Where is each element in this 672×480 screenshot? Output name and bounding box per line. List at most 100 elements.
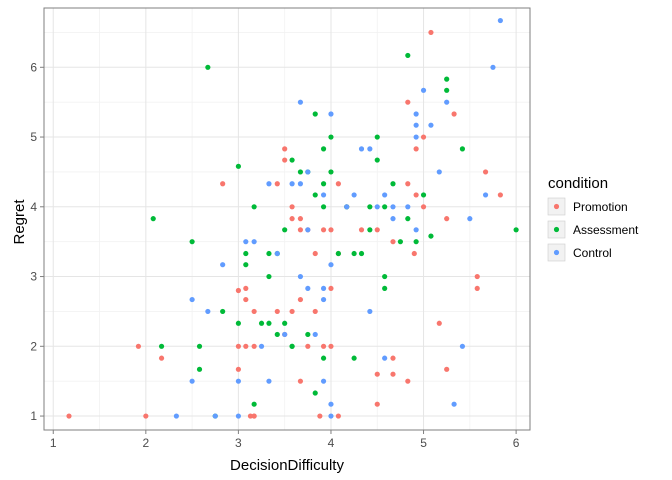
- point-promotion: [66, 413, 72, 419]
- point-promotion: [444, 366, 450, 372]
- point-assessment: [274, 331, 280, 338]
- point-control: [497, 17, 503, 24]
- point-promotion: [390, 239, 396, 245]
- point-control: [328, 262, 334, 268]
- point-assessment: [196, 343, 203, 349]
- point-assessment: [382, 204, 388, 210]
- point-promotion: [220, 181, 226, 187]
- point-control: [320, 192, 327, 198]
- legend: condition Promotion Assessment Control: [547, 175, 639, 262]
- y-tick-label: 4: [30, 200, 37, 214]
- point-control: [320, 378, 327, 384]
- point-promotion: [497, 192, 503, 198]
- point-control: [413, 111, 419, 117]
- point-promotion: [235, 343, 241, 349]
- point-control: [297, 181, 304, 187]
- point-control: [305, 285, 311, 292]
- point-promotion: [251, 308, 257, 315]
- point-control: [297, 273, 304, 280]
- point-control: [482, 192, 489, 198]
- legend-title: condition: [548, 175, 608, 192]
- point-control: [266, 378, 272, 384]
- point-promotion: [444, 216, 450, 222]
- point-control: [251, 239, 257, 245]
- point-assessment: [459, 146, 466, 152]
- point-promotion: [374, 227, 380, 233]
- point-promotion: [235, 366, 241, 372]
- point-promotion: [320, 227, 327, 233]
- y-tick-label: 6: [30, 60, 37, 74]
- y-axis-title: Regret: [11, 199, 28, 245]
- point-control: [490, 64, 496, 70]
- point-promotion: [413, 146, 419, 152]
- point-control: [459, 343, 466, 349]
- point-promotion: [474, 285, 480, 292]
- point-assessment: [235, 320, 241, 326]
- point-promotion: [317, 413, 323, 419]
- x-axis: 1 2 3 4 5 6: [50, 430, 520, 450]
- point-control: [405, 204, 411, 210]
- point-assessment: [297, 169, 304, 175]
- point-promotion: [243, 343, 249, 349]
- point-promotion: [297, 227, 304, 233]
- point-assessment: [305, 331, 311, 338]
- point-promotion: [312, 308, 318, 315]
- point-assessment: [320, 355, 327, 361]
- point-assessment: [428, 233, 434, 239]
- point-promotion: [247, 413, 254, 419]
- point-control: [220, 262, 226, 268]
- point-assessment: [390, 181, 396, 187]
- point-control: [390, 204, 396, 210]
- point-promotion: [274, 308, 280, 315]
- point-control: [189, 296, 195, 303]
- point-control: [328, 413, 334, 419]
- point-control: [367, 308, 373, 315]
- point-assessment: [413, 239, 419, 245]
- point-promotion: [297, 378, 304, 384]
- point-promotion: [297, 296, 304, 303]
- point-promotion: [420, 134, 427, 140]
- point-control: [205, 308, 211, 315]
- point-promotion: [482, 169, 489, 175]
- legend-marker-promotion: [553, 203, 560, 210]
- point-promotion: [474, 273, 480, 280]
- point-assessment: [328, 169, 334, 175]
- point-assessment: [405, 216, 411, 222]
- x-tick-label: 2: [142, 436, 149, 450]
- point-assessment: [312, 192, 318, 198]
- point-assessment: [289, 343, 295, 349]
- point-control: [436, 169, 442, 175]
- point-promotion: [358, 227, 365, 233]
- point-assessment: [235, 163, 241, 169]
- point-control: [282, 331, 288, 338]
- point-promotion: [274, 181, 280, 187]
- point-assessment: [374, 134, 380, 140]
- point-control: [258, 343, 265, 349]
- point-assessment: [328, 134, 334, 140]
- point-control: [382, 355, 388, 361]
- point-assessment: [444, 76, 450, 82]
- point-assessment: [397, 239, 403, 245]
- point-assessment: [374, 157, 380, 163]
- point-control: [328, 111, 334, 117]
- point-control: [289, 181, 295, 187]
- point-control: [358, 146, 365, 152]
- point-assessment: [320, 204, 327, 210]
- point-control: [312, 331, 318, 338]
- y-tick-label: 1: [30, 409, 37, 423]
- point-assessment: [444, 87, 450, 93]
- legend-label-promotion: Promotion: [573, 200, 628, 214]
- point-promotion: [405, 378, 411, 384]
- point-promotion: [135, 343, 142, 349]
- point-promotion: [405, 181, 411, 187]
- point-control: [274, 250, 280, 257]
- point-control: [305, 227, 311, 233]
- point-assessment: [243, 262, 249, 268]
- x-tick-label: 4: [328, 436, 335, 450]
- point-assessment: [351, 355, 357, 361]
- point-assessment: [251, 204, 257, 210]
- point-assessment: [335, 250, 341, 257]
- y-tick-label: 2: [30, 339, 37, 353]
- point-promotion: [289, 216, 295, 222]
